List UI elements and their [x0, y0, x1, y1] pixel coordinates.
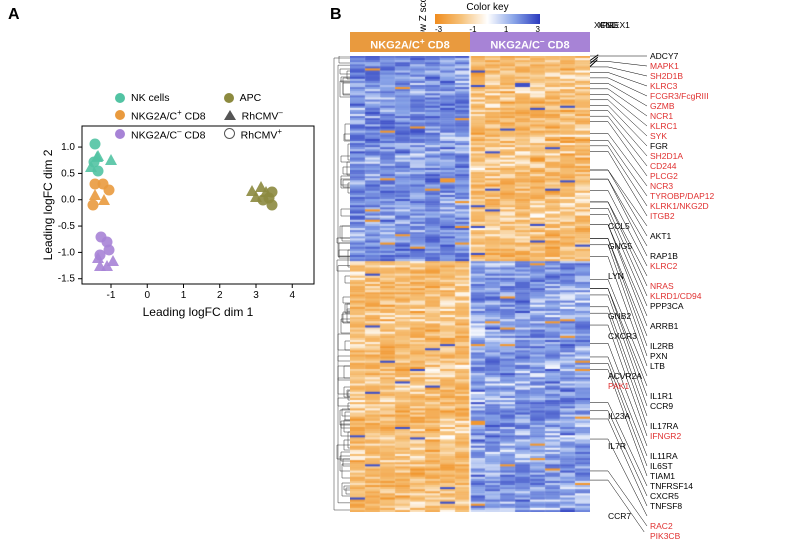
svg-text:4: 4	[289, 290, 295, 301]
gene-label: MAPK1	[650, 61, 679, 71]
gene-label: TIAM1	[650, 471, 675, 481]
gene-label: IL11RA	[650, 451, 678, 461]
gene-label: CXCR3	[608, 331, 637, 341]
gene-label: GNB2	[608, 311, 631, 321]
svg-text:0.5: 0.5	[61, 168, 75, 179]
svg-text:-1: -1	[107, 290, 116, 301]
gene-label: CXCR5	[650, 491, 679, 501]
gene-label: IL7R	[608, 441, 626, 451]
gene-label: TNFRSF14	[650, 481, 693, 491]
gene-label: FCGR3/FcgRIII	[650, 91, 709, 101]
gene-label: IL17RA	[650, 421, 678, 431]
scatter-point	[267, 200, 278, 211]
svg-text:-1.0: -1.0	[58, 247, 76, 258]
gene-label: AKT1	[650, 231, 671, 241]
gene-label: KLRK1/NKG2D	[650, 201, 709, 211]
gene-label: IL6ST	[650, 461, 673, 471]
svg-text:3: 3	[253, 290, 259, 301]
scatter-legend: NK cellsNKG2A/C+ CD8NKG2A/C– CD8APCRhCMV…	[115, 92, 283, 141]
scatter-point	[105, 154, 117, 165]
panel-b-label: B	[330, 6, 342, 24]
svg-text:0: 0	[144, 290, 150, 301]
gene-label: SYK	[650, 131, 667, 141]
gene-label: PPP3CA	[650, 301, 684, 311]
gene-label: RAC2	[650, 521, 673, 531]
gene-label: TYROBP/DAP12	[650, 191, 714, 201]
gene-label: NCR3	[650, 181, 673, 191]
scatter-svg: -1 0 1 2 3 4 -1.5 -1.0 -0.5 0.0 0.5 1.0 Leading logF…	[40, 40, 320, 320]
svg-text:-0.5: -0.5	[58, 221, 76, 232]
gene-label: FGR	[650, 141, 668, 151]
svg-text:-1.5: -1.5	[58, 274, 76, 285]
gene-label: PXN	[650, 351, 667, 361]
gene-label: ITGB2	[650, 211, 675, 221]
gene-label: PAK1	[608, 381, 629, 391]
svg-text:1: 1	[181, 290, 187, 301]
panel-a-label: A	[8, 6, 20, 24]
scatter-point	[98, 194, 110, 205]
svg-text:0.0: 0.0	[61, 195, 75, 206]
gene-label: GZMB	[650, 101, 675, 111]
gene-label: RAP1B	[650, 251, 678, 261]
gene-label: LYN	[608, 271, 624, 281]
header-neg: NKG2A/C– CD8	[470, 32, 590, 52]
gene-label: TNFSF8	[650, 501, 682, 511]
gene-label: IL1R1	[650, 391, 673, 401]
gene-label: PLCG2	[650, 171, 678, 181]
heatmap-canvas	[350, 56, 590, 512]
svg-text:2: 2	[217, 290, 223, 301]
color-key: Color key -3-113	[435, 2, 540, 34]
gene-label: KLRC3	[650, 81, 677, 91]
scatter-point	[93, 165, 104, 176]
gene-label: ACVR2A	[608, 371, 642, 381]
gene-label: CCL5	[608, 221, 630, 231]
scatter-point	[92, 252, 104, 263]
gene-label: PREX1	[602, 20, 630, 30]
gene-label: ADCY7	[650, 51, 678, 61]
gene-label: KLRC1	[650, 121, 677, 131]
scatter-plot: -1 0 1 2 3 4 -1.5 -1.0 -0.5 0.0 0.5 1.0 Leading logF…	[40, 40, 320, 320]
heatmap: NKG2A/C+ CD8 NKG2A/C– CD8	[350, 32, 590, 512]
scatter-point	[87, 200, 98, 211]
row-dendrogram	[332, 56, 350, 512]
scatter-point	[267, 187, 278, 198]
gene-label: KLRD1/CD94	[650, 291, 702, 301]
header-pos: NKG2A/C+ CD8	[350, 32, 470, 52]
gene-label: SH2D1A	[650, 151, 683, 161]
gene-label: CCR7	[608, 511, 631, 521]
gene-label: SH2D1B	[650, 71, 683, 81]
color-key-bar	[435, 14, 540, 24]
gene-label: LTB	[650, 361, 665, 371]
figure: A -1 0 1 2 3 4 -1.5 -1.0 -0.5 0.0 0.5 1.0 Leading lo…	[0, 0, 793, 532]
gene-label: CCR9	[650, 401, 673, 411]
gene-label: PIK3CB	[650, 531, 680, 541]
scatter-point	[89, 139, 100, 150]
gene-label: GNG5	[608, 241, 632, 251]
gene-label: NCR1	[650, 111, 673, 121]
gene-label: KLRC2	[650, 261, 677, 271]
svg-text:Leading logFC dim 1: Leading logFC dim 1	[143, 305, 254, 319]
gene-label: NRAS	[650, 281, 674, 291]
gene-label: IL2RB	[650, 341, 674, 351]
gene-label: IL23A	[608, 411, 630, 421]
gene-label: IFNGR2	[650, 431, 681, 441]
scatter-point	[89, 178, 100, 189]
svg-text:1.0: 1.0	[61, 142, 75, 153]
gene-label: ARRB1	[650, 321, 678, 331]
svg-text:Leading logFC dim 2: Leading logFC dim 2	[41, 149, 55, 260]
color-key-title: Color key	[435, 2, 540, 13]
gene-label: CD244	[650, 161, 676, 171]
dendro-svg	[332, 56, 350, 512]
